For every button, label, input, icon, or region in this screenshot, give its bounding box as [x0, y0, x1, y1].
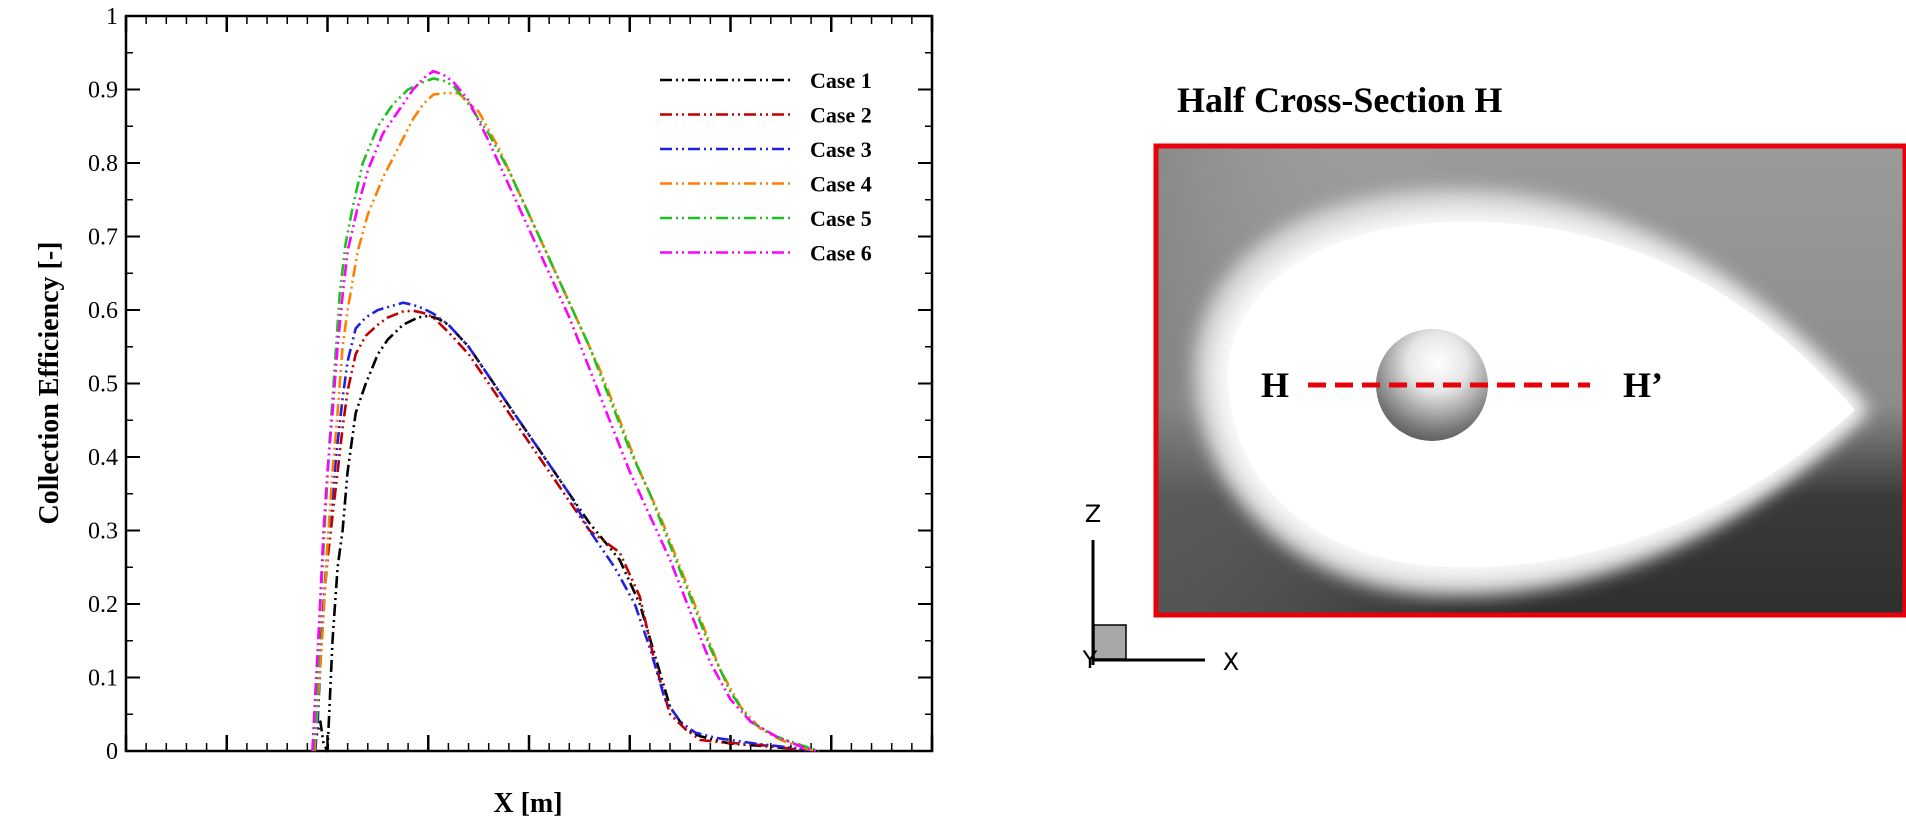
section-label-h-prime: H’	[1623, 365, 1663, 405]
legend-label-case-3: Case 3	[810, 137, 872, 162]
series-line-case-1	[312, 314, 812, 753]
triad-y-label: Y	[1082, 646, 1098, 674]
panel-border	[1153, 143, 1906, 618]
y-tick-label: 0.5	[88, 372, 118, 398]
y-tick-label: 0.4	[88, 445, 118, 471]
y-tick-label: 0.9	[88, 78, 118, 104]
collection-efficiency-chart: 00.10.20.30.40.50.60.70.80.91 Case 1Case…	[34, 4, 934, 819]
series-line-case-6	[311, 69, 817, 753]
y-tick-label: 0.2	[88, 592, 118, 618]
axis-triad: Z Y X	[1082, 500, 1240, 676]
legend-label-case-2: Case 2	[810, 103, 872, 128]
series-line-case-5	[312, 77, 820, 753]
contour-image	[1157, 147, 1904, 614]
series-line-case-2	[314, 309, 807, 753]
x-axis-ticks	[124, 16, 934, 751]
y-tick-label: 1	[106, 4, 118, 30]
series-line-case-4	[313, 91, 817, 753]
y-tick-label: 0	[106, 739, 118, 765]
y-axis-title: Collection Efficiency [-]	[34, 241, 65, 524]
series-layer	[311, 69, 820, 753]
y-tick-label: 0.7	[88, 225, 118, 251]
y-tick-label: 0.6	[88, 298, 118, 324]
legend-label-case-1: Case 1	[810, 68, 872, 93]
panel-title: Half Cross-Section H	[1177, 80, 1502, 120]
series-line-case-3	[313, 301, 817, 753]
legend-label-case-6: Case 6	[810, 241, 872, 266]
y-tick-label: 0.3	[88, 519, 118, 545]
y-tick-label: 0.1	[88, 666, 118, 692]
triad-x-label: X	[1223, 648, 1239, 676]
triad-y-cube	[1093, 624, 1127, 660]
x-axis-title: X [m]	[493, 788, 562, 819]
y-axis-ticks: 0 0.1 0.2 0.3 0.4 0.5 0.6 0.7 0.8 0.9 1	[88, 4, 932, 765]
legend-label-case-4: Case 4	[810, 172, 872, 197]
legend-label-case-5: Case 5	[810, 206, 872, 231]
triad-z-label: Z	[1085, 500, 1101, 528]
section-label-h: H	[1261, 365, 1289, 405]
y-tick-label: 0.8	[88, 151, 118, 177]
legend: Case 1 Case 2 Case 3 Case 4 Case 5 Case 6	[660, 68, 872, 266]
cross-section-panel: Half Cross-Section H H H’ Z Y X	[1082, 80, 1906, 676]
